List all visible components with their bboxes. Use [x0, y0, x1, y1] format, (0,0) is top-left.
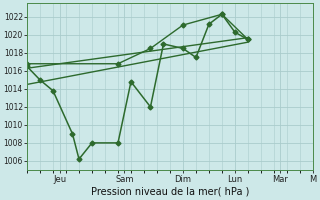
- X-axis label: Pression niveau de la mer( hPa ): Pression niveau de la mer( hPa ): [91, 187, 249, 197]
